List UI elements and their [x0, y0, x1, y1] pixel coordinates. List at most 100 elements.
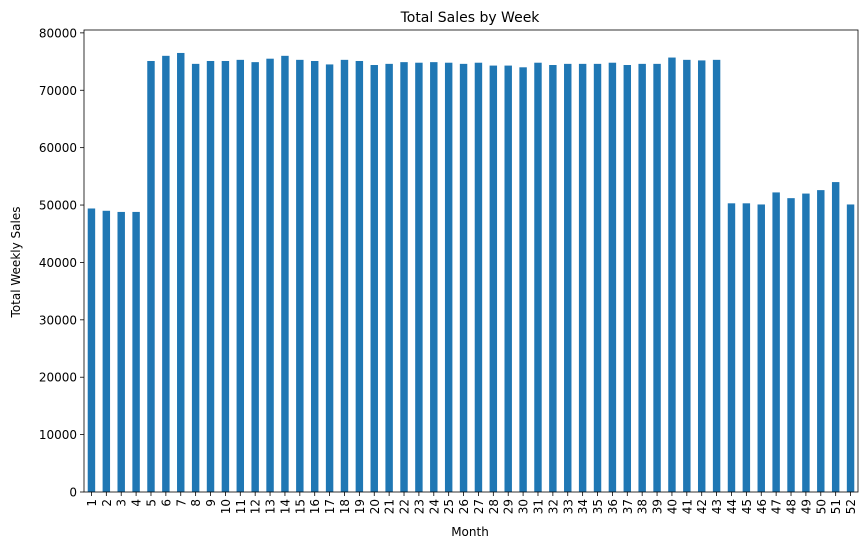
x-tick-label: 24 — [427, 499, 441, 514]
bar-week-12 — [251, 62, 259, 492]
bar-week-15 — [296, 59, 304, 493]
x-tick-label: 37 — [621, 499, 635, 514]
x-tick-label: 41 — [680, 499, 694, 514]
x-tick-label: 28 — [487, 499, 501, 514]
bar-week-45 — [742, 203, 751, 493]
x-tick-label: 45 — [740, 499, 754, 514]
bar-week-8 — [191, 63, 200, 492]
bar-week-18 — [340, 59, 349, 493]
bar-week-4 — [132, 211, 140, 493]
x-tick-label: 6 — [159, 499, 173, 507]
bar-week-34 — [578, 63, 587, 492]
bar-week-23 — [415, 62, 423, 492]
bar-week-1 — [87, 208, 96, 493]
x-tick-label: 48 — [785, 499, 799, 514]
x-tick-label: 13 — [264, 499, 278, 514]
x-tick-label: 16 — [308, 499, 322, 514]
x-tick-label: 50 — [814, 499, 828, 514]
bar-week-26 — [459, 63, 468, 492]
x-tick-label: 38 — [636, 499, 650, 514]
bar-week-35 — [593, 63, 602, 492]
x-tick-label: 1 — [85, 499, 99, 507]
bar-week-50 — [817, 190, 825, 492]
x-tick-label: 21 — [383, 499, 397, 514]
x-tick-label: 9 — [204, 499, 218, 507]
bar-week-39 — [653, 63, 661, 492]
bar-week-27 — [474, 62, 483, 492]
y-axis: 0 10000 20000 30000 40000 50000 60000 70000 8000… — [39, 26, 84, 500]
chart-title: Total Sales by Week — [400, 10, 541, 26]
bar-week-51 — [831, 182, 840, 492]
bar-week-29 — [504, 65, 512, 492]
x-tick-label: 25 — [442, 499, 456, 514]
x-tick-label: 26 — [457, 499, 471, 514]
bar-week-3 — [117, 211, 125, 493]
bar-week-25 — [444, 62, 453, 492]
bar-week-19 — [355, 60, 364, 492]
bar-week-47 — [772, 192, 780, 492]
x-tick-label: 12 — [249, 499, 263, 514]
y-tick-label: 70000 — [39, 84, 77, 98]
x-tick-label: 4 — [130, 499, 144, 507]
bar-week-48 — [787, 198, 795, 492]
bar-week-38 — [638, 63, 646, 492]
x-tick-label: 15 — [293, 499, 307, 514]
bar-week-9 — [206, 60, 215, 492]
bar-week-5 — [147, 60, 155, 492]
bar-week-6 — [162, 55, 170, 493]
y-tick-label: 40000 — [39, 256, 77, 270]
y-axis-label: Total Weekly Sales — [9, 207, 23, 319]
x-tick-label: 52 — [844, 499, 858, 514]
x-tick-label: 20 — [368, 499, 382, 514]
x-tick-label: 33 — [561, 499, 575, 514]
bar-week-43 — [712, 59, 721, 493]
bar-week-42 — [697, 60, 706, 493]
bar-week-2 — [102, 210, 111, 493]
x-tick-label: 10 — [219, 499, 233, 514]
bar-week-13 — [266, 58, 274, 493]
x-tick-label: 17 — [323, 499, 337, 514]
x-tick-label: 47 — [770, 499, 784, 514]
bar-week-7 — [177, 52, 185, 493]
bar-week-37 — [623, 65, 632, 492]
y-tick-label: 30000 — [39, 313, 77, 327]
x-tick-label: 35 — [591, 499, 605, 514]
x-tick-label: 44 — [725, 499, 739, 514]
bar-week-28 — [489, 65, 498, 492]
bar-week-14 — [281, 55, 289, 493]
x-tick-label: 43 — [710, 499, 724, 514]
bar-week-40 — [668, 57, 676, 493]
x-tick-label: 7 — [174, 499, 188, 507]
x-tick-label: 11 — [234, 499, 248, 514]
x-tick-label: 31 — [531, 499, 545, 514]
x-tick-label: 14 — [278, 499, 292, 514]
bar-week-44 — [727, 203, 736, 493]
y-tick-label: 10000 — [39, 428, 77, 442]
y-tick-label: 60000 — [39, 141, 77, 155]
bar-week-10 — [221, 60, 230, 492]
x-tick-label: 19 — [353, 499, 367, 514]
bar-week-16 — [310, 60, 319, 492]
x-tick-label: 36 — [606, 499, 620, 514]
bar-week-17 — [325, 64, 334, 492]
bar-week-46 — [757, 204, 765, 493]
x-tick-label: 40 — [665, 499, 679, 514]
bar-week-30 — [519, 67, 527, 492]
bar-week-11 — [236, 59, 245, 493]
bar-week-31 — [534, 62, 542, 492]
bar-week-20 — [370, 65, 378, 492]
x-tick-label: 3 — [115, 499, 129, 507]
y-tick-label: 50000 — [39, 199, 77, 213]
x-tick-label: 27 — [472, 499, 486, 514]
bar-week-41 — [683, 59, 691, 493]
bar-week-52 — [846, 204, 855, 493]
x-tick-label: 42 — [695, 499, 709, 514]
bar-week-36 — [608, 62, 617, 492]
x-tick-label: 34 — [576, 499, 590, 514]
x-tick-label: 5 — [144, 499, 158, 507]
x-tick-label: 2 — [100, 499, 114, 507]
bar-week-22 — [400, 62, 408, 492]
x-tick-label: 49 — [799, 499, 813, 514]
